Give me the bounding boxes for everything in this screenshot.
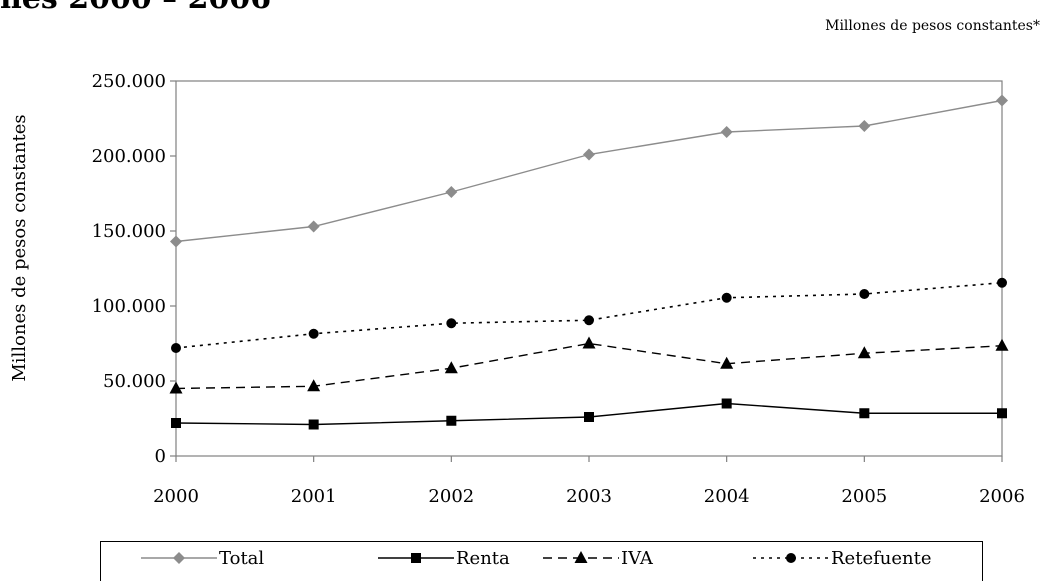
data-point-iva xyxy=(995,338,1009,351)
chart-legend: Total Renta IVA Retefuente xyxy=(100,541,983,581)
x-tick-label: 2001 xyxy=(291,486,337,507)
data-point-iva xyxy=(582,336,596,349)
y-tick-label: 150.000 xyxy=(92,221,166,242)
data-point-total xyxy=(996,94,1008,107)
data-point-renta xyxy=(308,419,319,430)
data-point-iva xyxy=(857,346,871,359)
y-tick-label: 200.000 xyxy=(92,146,166,167)
x-tick-label: 2000 xyxy=(153,486,199,507)
data-point-iva xyxy=(720,356,734,369)
series-retefuente xyxy=(171,277,1007,353)
legend-item-iva: IVA xyxy=(541,542,653,574)
x-tick-label: 2005 xyxy=(841,486,887,507)
legend-marker-total xyxy=(173,552,185,564)
chart-subtitle: Millones de pesos constantes* xyxy=(825,18,1040,34)
data-point-total xyxy=(445,186,458,198)
data-point-retefuente xyxy=(997,277,1007,288)
data-point-retefuente xyxy=(446,318,457,329)
data-point-renta xyxy=(171,418,181,428)
legend-marker-retefuente xyxy=(786,553,796,563)
legend-marker-iva xyxy=(574,551,588,563)
data-point-iva xyxy=(307,379,321,392)
data-point-total xyxy=(307,220,320,233)
data-point-total xyxy=(858,120,871,132)
legend-item-retefuente: Retefuente xyxy=(751,542,931,574)
data-point-retefuente xyxy=(308,328,319,339)
series-total xyxy=(170,94,1008,248)
legend-label-iva: IVA xyxy=(621,547,653,569)
plot-area xyxy=(175,80,1003,457)
data-point-renta xyxy=(584,412,594,422)
chart-title: nes 2000 – 2006 xyxy=(0,0,271,16)
x-tick-label: 2006 xyxy=(979,486,1025,507)
y-tick-label: 0 xyxy=(155,446,166,467)
data-point-iva xyxy=(444,361,458,374)
data-point-renta xyxy=(721,398,732,409)
legend-swatch-iva xyxy=(543,551,619,563)
series-line-total xyxy=(175,99,1003,243)
legend-swatch-total xyxy=(141,552,217,564)
legend-marker-renta xyxy=(411,553,421,563)
data-point-total xyxy=(170,235,182,248)
data-point-renta xyxy=(859,408,870,419)
y-tick-label: 100.000 xyxy=(92,296,166,317)
y-tick-label: 50.000 xyxy=(103,371,166,392)
y-axis-label: Millones de pesos constantes xyxy=(9,114,30,381)
data-point-renta xyxy=(446,415,457,426)
data-point-retefuente xyxy=(171,343,181,353)
legend-label-retefuente: Retefuente xyxy=(831,547,932,569)
legend-label-renta: Renta xyxy=(456,547,510,569)
line-chart: Millones de pesos constantes 0 50.000 100.… xyxy=(9,71,1025,507)
legend-item-total: Total xyxy=(139,542,264,574)
x-tick-label: 2004 xyxy=(704,486,750,507)
data-point-renta xyxy=(997,408,1007,419)
legend-label-total: Total xyxy=(219,547,265,569)
legend-item-renta: Renta xyxy=(376,542,510,574)
x-tick-label: 2003 xyxy=(566,486,612,507)
series-renta xyxy=(171,398,1007,430)
series-iva xyxy=(169,336,1009,394)
data-point-iva xyxy=(169,381,183,394)
data-point-total xyxy=(720,126,733,138)
legend-swatch-renta xyxy=(378,553,454,563)
data-point-retefuente xyxy=(721,292,732,303)
data-point-retefuente xyxy=(584,315,594,326)
data-point-total xyxy=(583,148,595,161)
data-point-retefuente xyxy=(859,289,870,299)
legend-swatch-retefuente xyxy=(753,553,829,563)
x-tick-label: 2002 xyxy=(428,486,474,507)
y-tick-label: 250.000 xyxy=(92,71,166,92)
series-line-iva xyxy=(175,342,1003,390)
